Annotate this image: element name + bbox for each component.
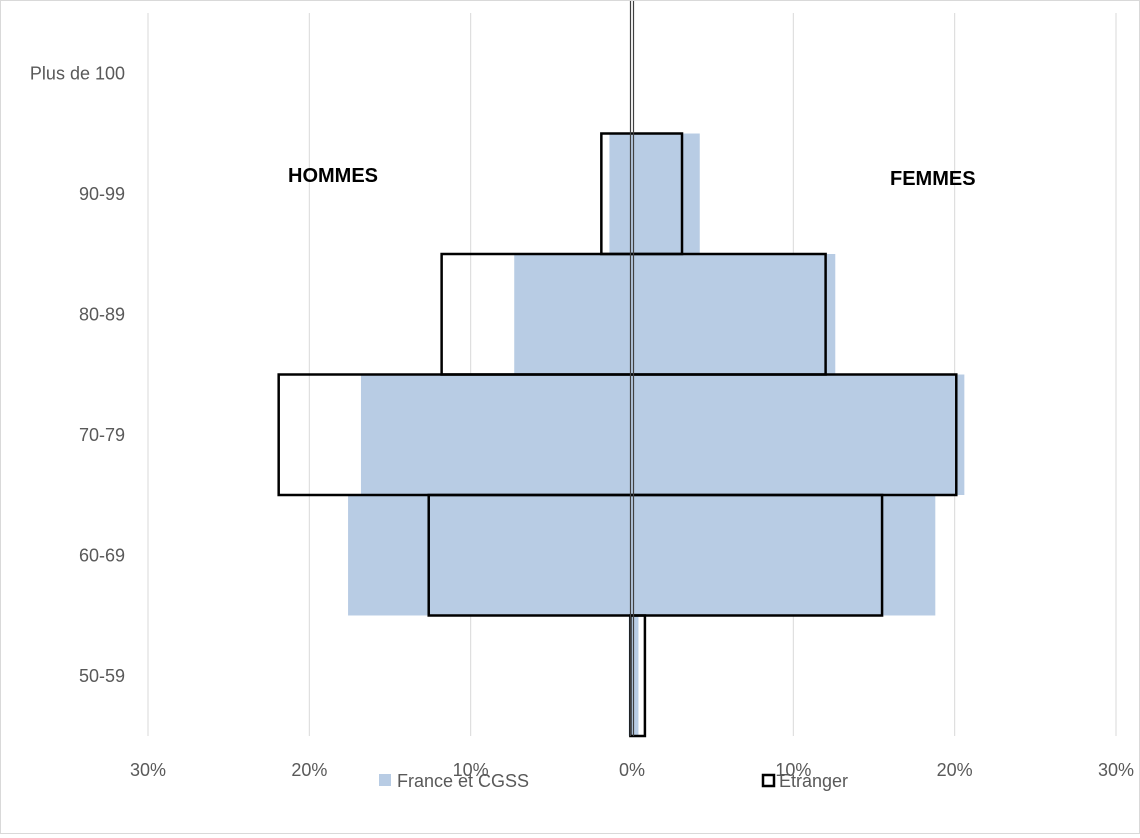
- france-cgss-bars: [348, 133, 965, 736]
- femmes-label: FEMMES: [890, 168, 976, 190]
- x-tick-label-5: 20%: [937, 760, 973, 780]
- x-tick-label-3: 0%: [619, 760, 645, 780]
- x-tick-label-6: 30%: [1098, 760, 1134, 780]
- x-tick-labels: 30% 20% 10% 0% 10% 20% 30%: [130, 760, 1134, 780]
- legend: France et CGSS Etranger: [379, 771, 848, 791]
- legend-label-france-cgss: France et CGSS: [397, 771, 529, 791]
- category-label-50-59: 50-59: [79, 666, 125, 686]
- x-tick-label-4: 10%: [775, 760, 811, 780]
- bar-france-cgss-90-99: [609, 133, 700, 254]
- bar-france-cgss-70-79: [360, 374, 965, 495]
- legend-swatch-france-cgss: [379, 774, 391, 786]
- hommes-label: HOMMES: [288, 165, 378, 187]
- category-label-90-99: 90-99: [79, 184, 125, 204]
- center-axis: [629, 1, 635, 736]
- category-label-60-69: 60-69: [79, 545, 125, 565]
- x-tick-label-2: 10%: [453, 760, 489, 780]
- category-label-plus-de-100: Plus de 100: [30, 63, 125, 83]
- category-labels: 50-59 60-69 70-79 80-89 90-99 Plus de 100: [30, 63, 125, 686]
- category-label-80-89: 80-89: [79, 304, 125, 324]
- bar-france-cgss-80-89: [514, 254, 836, 375]
- x-tick-label-0: 30%: [130, 760, 166, 780]
- legend-swatch-etranger: [761, 773, 776, 788]
- bar-etranger-90-99: [600, 132, 684, 256]
- bar-france-cgss-60-69: [348, 495, 936, 616]
- x-tick-label-1: 20%: [291, 760, 327, 780]
- legend-label-etranger: Etranger: [779, 771, 848, 791]
- category-label-70-79: 70-79: [79, 425, 125, 445]
